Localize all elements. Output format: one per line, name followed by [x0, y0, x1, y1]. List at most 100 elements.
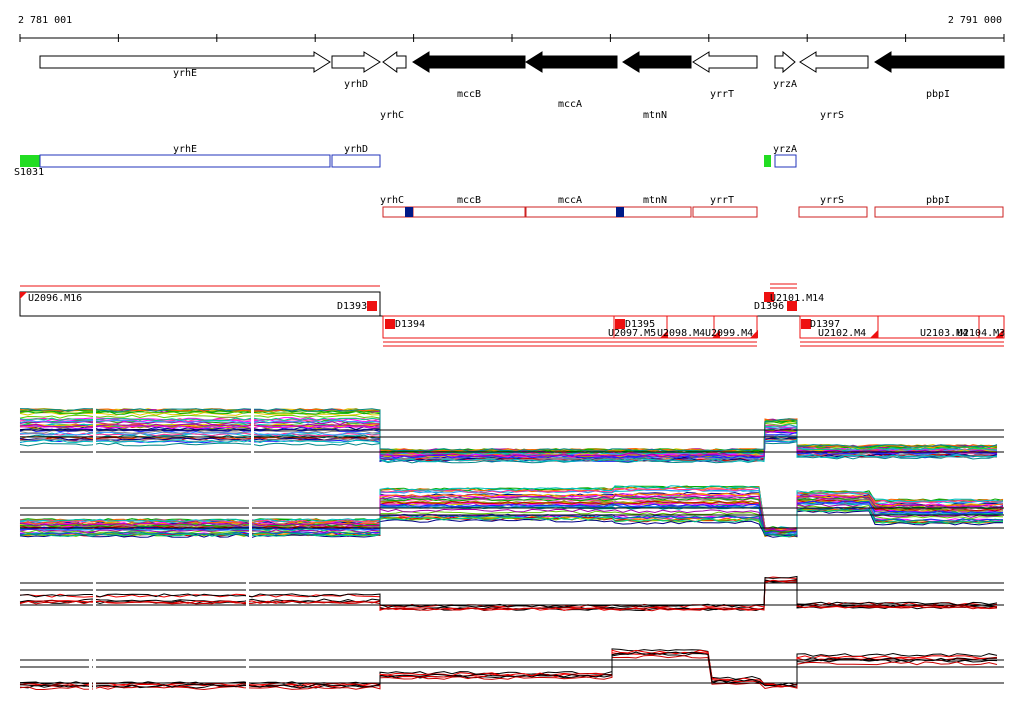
segment-label: pbpI — [926, 195, 950, 206]
unit-label: D1393 — [337, 301, 367, 312]
segment-label: yrrT — [710, 195, 734, 206]
segment-label: mccA — [558, 195, 582, 206]
unit-label: U2102.M4 — [818, 328, 866, 339]
region-box — [39, 154, 331, 168]
profile-line — [19, 576, 998, 608]
gene-arrow — [622, 51, 692, 73]
gene-label: mccA — [558, 99, 582, 110]
segment-box — [412, 206, 526, 218]
gene-arrow — [412, 51, 526, 73]
profile-line — [19, 408, 998, 452]
ruler-end: 2 791 000 — [948, 15, 1002, 26]
unit-label: U2099.M4 — [705, 328, 753, 339]
region-box — [774, 154, 797, 168]
segment-label: yrhC — [380, 195, 404, 206]
profile-gap — [249, 470, 252, 545]
profile-line — [19, 492, 1004, 531]
unit-label: U2101.M14 — [770, 293, 824, 304]
profile-line — [19, 651, 998, 688]
profile-line — [19, 423, 998, 458]
profile-line — [19, 510, 1004, 538]
profile-line — [19, 496, 1004, 533]
segment-box — [617, 206, 692, 218]
unit-marker — [385, 319, 395, 329]
unit-label: D1394 — [395, 319, 425, 330]
gene-label: mtnN — [643, 110, 667, 121]
segment-box — [692, 206, 758, 218]
region-green — [20, 155, 40, 167]
unit-marker — [367, 301, 377, 311]
unit-label: U2096.M16 — [28, 293, 82, 304]
profile-line — [19, 417, 998, 455]
profile-gap — [251, 400, 254, 470]
profile-gap — [93, 570, 96, 700]
gene-label: yrhD — [344, 79, 368, 90]
region-label: yrhE — [173, 144, 197, 155]
unit-corner — [660, 330, 668, 338]
unit-box — [382, 315, 758, 339]
gene-label: pbpI — [926, 89, 950, 100]
gene-label: yrhC — [380, 110, 404, 121]
profile-line — [19, 654, 998, 691]
profile-line — [19, 485, 1004, 531]
profile-line — [19, 575, 998, 608]
gene-arrow — [525, 51, 618, 73]
profile-line — [19, 508, 1004, 538]
unit-marker — [764, 292, 774, 302]
gene-label: yrrS — [820, 110, 844, 121]
profile-line — [19, 501, 1004, 535]
profile-line — [19, 487, 1004, 531]
profile-line — [19, 495, 1004, 532]
gene-label: yrrT — [710, 89, 734, 100]
unit-corner — [870, 330, 878, 338]
unit-corner — [995, 330, 1003, 338]
profile-line — [19, 441, 998, 464]
profile-line — [19, 651, 998, 688]
unit-corner — [712, 330, 720, 338]
gene-arrow — [382, 51, 407, 73]
gene-arrow — [774, 50, 796, 74]
region-label: yrzA — [773, 144, 797, 155]
gene-label: mccB — [457, 89, 481, 100]
gene-arrow — [331, 51, 381, 73]
unit-corner — [20, 292, 27, 299]
profile-line — [19, 439, 998, 463]
segment-label: mtnN — [643, 195, 667, 206]
profile-gap — [246, 570, 249, 700]
gene-arrow — [692, 51, 758, 73]
unit-label: D1397 — [810, 319, 840, 330]
unit-marker — [787, 301, 797, 311]
segment-marker — [616, 207, 624, 217]
gene-arrow — [39, 51, 331, 73]
segment-box — [874, 206, 1004, 218]
region-label: S1031 — [14, 167, 44, 178]
gene-arrow — [874, 51, 1005, 73]
unit-marker — [801, 319, 811, 329]
region-label: yrhD — [344, 144, 368, 155]
region-green — [764, 155, 771, 167]
unit-marker — [615, 319, 625, 329]
profile-gap — [89, 640, 92, 700]
ruler-start: 2 781 001 — [18, 15, 72, 26]
profile-line — [19, 508, 1004, 538]
unit-label: D1396 — [754, 301, 784, 312]
segment-marker — [405, 207, 413, 217]
profile-line — [19, 408, 998, 453]
unit-label: U2104.M3 — [957, 328, 1005, 339]
region-box — [331, 154, 381, 168]
gene-arrow — [799, 51, 869, 73]
unit-label: D1395 — [625, 319, 655, 330]
profile-line — [19, 503, 1004, 535]
profile-line — [19, 496, 1004, 533]
profile-line — [19, 579, 998, 612]
gene-label: yrzA — [773, 79, 797, 90]
unit-label: U2097.M5 — [608, 328, 656, 339]
unit-label: U2098.M4 — [657, 328, 705, 339]
segment-box — [525, 206, 618, 218]
unit-corner — [750, 330, 758, 338]
gene-label: yrhE — [173, 68, 197, 79]
unit-label: U2103.M4 — [920, 328, 968, 339]
segment-label: yrrS — [820, 195, 844, 206]
profile-gap — [93, 400, 96, 470]
